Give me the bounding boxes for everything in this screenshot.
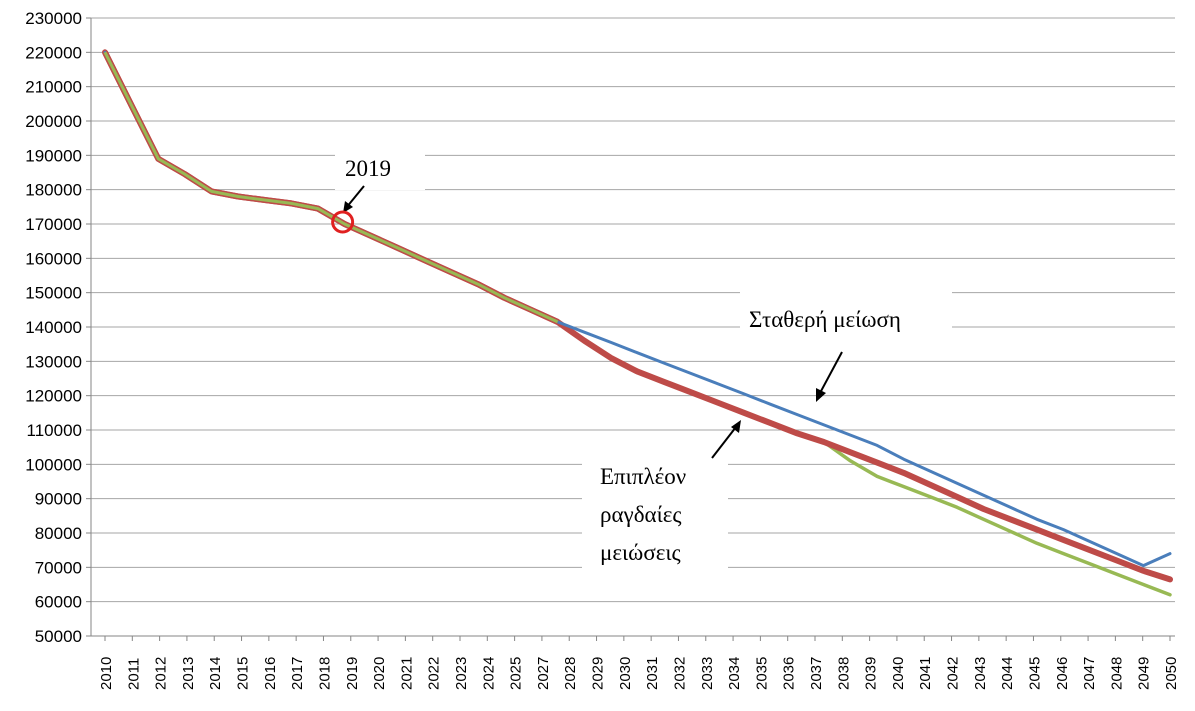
x-tick-label: 2050 <box>1163 657 1180 690</box>
x-tick-label: 2048 <box>1108 657 1125 690</box>
x-tick-label: 2045 <box>1026 657 1043 690</box>
x-tick-label: 2017 <box>289 657 306 690</box>
y-tick-label: 150000 <box>25 284 82 303</box>
y-tick-label: 90000 <box>35 490 82 509</box>
y-tick-label: 70000 <box>35 558 82 577</box>
y-tick-label: 140000 <box>25 318 82 337</box>
x-tick-label: 2044 <box>999 657 1016 690</box>
annotation-2019-arrowhead <box>343 201 353 213</box>
y-tick-label: 110000 <box>27 421 82 440</box>
x-tick-label: 2033 <box>699 657 716 690</box>
x-tick-label: 2023 <box>453 657 470 690</box>
annotation-stable-background <box>740 292 952 342</box>
x-tick-label: 2035 <box>753 657 770 690</box>
x-tick-label: 2043 <box>972 657 989 690</box>
x-tick-label: 2014 <box>207 657 224 690</box>
x-tick-label: 2022 <box>426 657 443 690</box>
annotation-rapid-arrow <box>711 426 737 459</box>
x-tick-label: 2047 <box>1081 657 1098 690</box>
x-tick-label: 2029 <box>590 657 607 690</box>
y-axis: 50000 60000 70000 80000 90000 100000 110000 120… <box>25 9 92 646</box>
annotation-2019-label: 2019 <box>345 156 391 181</box>
y-tick-label: 60000 <box>35 593 82 612</box>
y-tick-label: 230000 <box>25 9 82 28</box>
x-tick-label: 2016 <box>262 657 279 690</box>
x-tick-label: 2036 <box>781 657 798 690</box>
y-tick-label: 160000 <box>25 249 82 268</box>
annotations: 2019 Σταθερή μείωση Επιπλέον ραγδαίες με… <box>331 150 952 573</box>
x-axis: 2010 2011 2012 2013 2014 2015 2016 2017 2018 2019… <box>91 635 1180 690</box>
y-tick-label: 130000 <box>25 352 82 371</box>
y-tick-label: 220000 <box>25 43 82 62</box>
x-tick-label: 2024 <box>480 657 497 690</box>
x-tick-label: 2025 <box>508 657 525 690</box>
x-tick-label: 2037 <box>808 657 825 690</box>
x-tick-label: 2010 <box>98 657 115 690</box>
annotation-2019-background <box>335 150 425 190</box>
x-tick-label: 2020 <box>371 657 388 690</box>
y-tick-label: 170000 <box>25 215 82 234</box>
x-tick-label: 2038 <box>835 657 852 690</box>
x-tick-label: 2011 <box>125 658 142 690</box>
x-tick-label: 2034 <box>726 657 743 690</box>
grid-lines <box>91 17 1175 637</box>
x-tick-label: 2030 <box>617 657 634 690</box>
annotation-rapid-line2: ραγδαίες <box>600 502 682 527</box>
x-tick-label: 2039 <box>863 657 880 690</box>
y-tick-label: 180000 <box>25 181 82 200</box>
x-tick-label: 2046 <box>1054 657 1071 690</box>
annotation-stable-arrowhead <box>816 388 826 402</box>
annotation-rapid-background <box>582 455 728 573</box>
x-tick-label: 2041 <box>917 657 934 690</box>
x-tick-label: 2019 <box>344 657 361 690</box>
y-tick-label: 200000 <box>25 112 82 131</box>
series-lines <box>102 49 1173 597</box>
x-tick-label: 2018 <box>316 657 333 690</box>
x-tick-label: 2012 <box>153 657 170 690</box>
x-tick-label: 2015 <box>235 657 252 690</box>
y-tick-label: 80000 <box>35 524 82 543</box>
y-tick-label: 120000 <box>25 387 82 406</box>
annotation-stable-label: Σταθερή μείωση <box>749 307 901 332</box>
x-tick-label: 2042 <box>945 657 962 690</box>
x-tick-label: 2049 <box>1136 657 1153 690</box>
annotation-rapid-arrowhead <box>731 420 741 433</box>
x-tick-label: 2031 <box>644 657 661 690</box>
y-tick-label: 210000 <box>25 78 82 97</box>
y-tick-label: 190000 <box>25 146 82 165</box>
y-tick-label: 100000 <box>25 455 82 474</box>
y-tick-label: 50000 <box>35 627 82 646</box>
annotation-stable-arrow <box>819 351 843 394</box>
annotation-2019-circle-marker <box>331 210 355 234</box>
x-tick-label: 2032 <box>671 657 688 690</box>
x-tick-label: 2013 <box>180 657 197 690</box>
x-tick-label: 2028 <box>562 657 579 690</box>
annotation-rapid-line1: Επιπλέον <box>600 464 686 489</box>
x-tick-label: 2027 <box>535 657 552 690</box>
annotation-rapid-line3: μειώσεις <box>600 540 681 565</box>
x-tick-label: 2021 <box>398 657 415 690</box>
x-tick-label: 2040 <box>890 657 907 690</box>
shared-line-inner <box>103 51 559 324</box>
